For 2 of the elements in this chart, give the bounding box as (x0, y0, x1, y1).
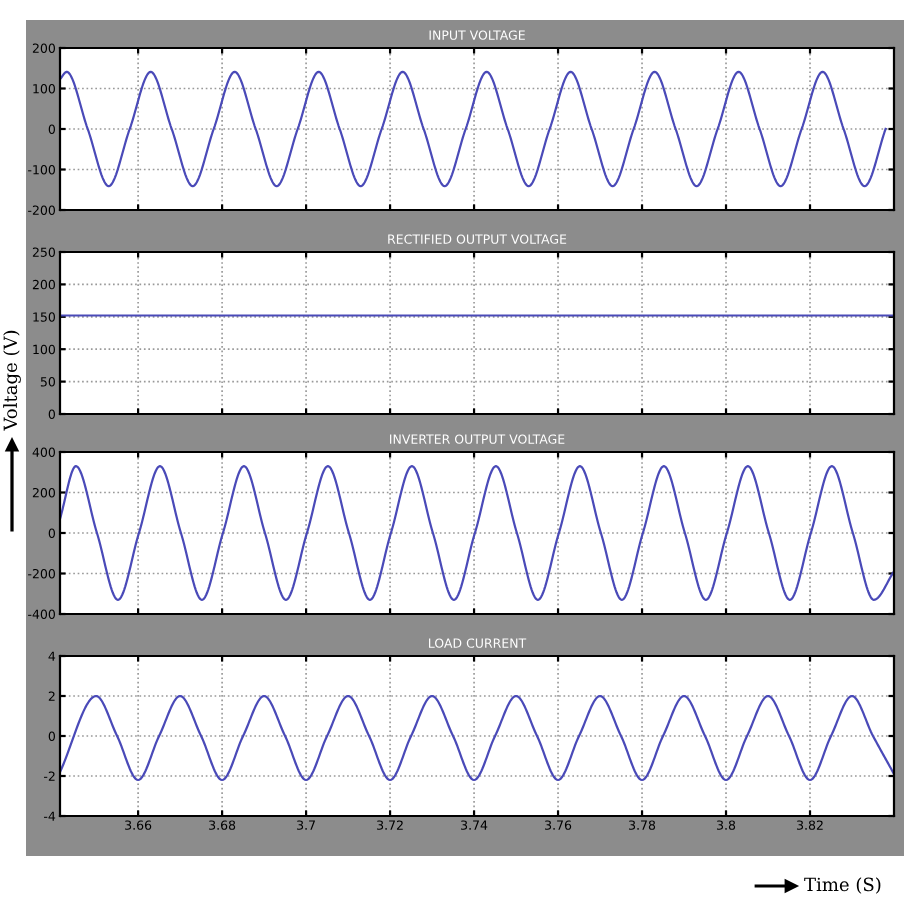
y-axis-title: Voltage (V) (3, 330, 21, 431)
x-axis-title: Time (S) (804, 877, 881, 894)
